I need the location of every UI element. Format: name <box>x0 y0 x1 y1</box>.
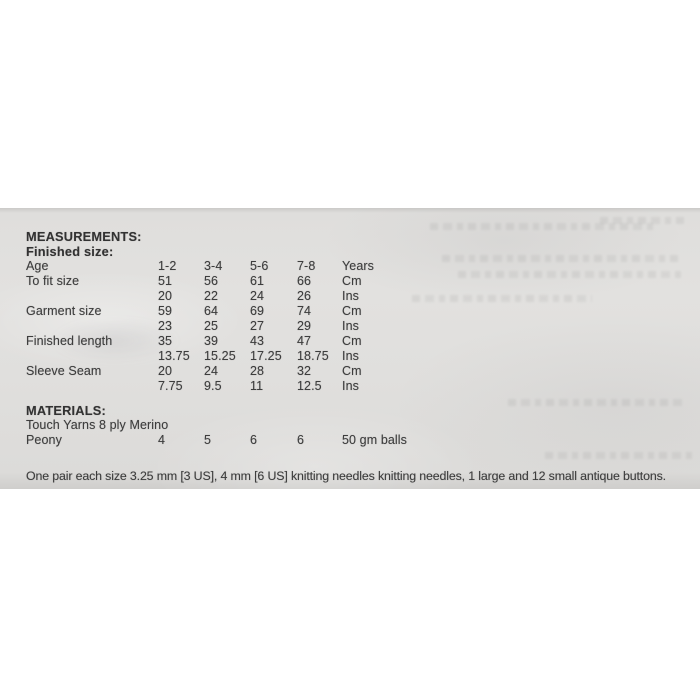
row-label <box>26 289 158 304</box>
unit-label: Cm <box>342 364 362 378</box>
size-value: 56 <box>204 274 219 288</box>
row-label: Peony <box>26 433 62 447</box>
size-value: 13.75 <box>158 349 190 363</box>
size-value: 5-6 <box>250 259 269 273</box>
unit-label: Years <box>342 259 375 273</box>
size-value: 74 <box>297 304 312 318</box>
ball-count: 5 <box>204 433 212 447</box>
row-label: Age <box>26 259 49 273</box>
row-label: To fit size <box>26 274 80 288</box>
size-value: 15.25 <box>204 349 236 363</box>
size-value: 11 <box>250 379 264 393</box>
size-value: 20 <box>158 289 173 303</box>
size-value: 32 <box>297 364 312 378</box>
size-value: 47 <box>297 334 312 348</box>
row-label <box>26 319 158 334</box>
size-value: 7.75 <box>158 379 183 393</box>
size-value: 27 <box>250 319 265 333</box>
unit-label: Ins <box>342 349 359 363</box>
table-row-garment-cm: Garment size 59 64 69 74 Cm <box>26 304 700 319</box>
row-label: Sleeve Seam <box>26 364 102 378</box>
table-row-to-fit-cm: To fit size 51 56 61 66 Cm <box>26 274 700 289</box>
table-row-to-fit-ins: 20 22 24 26 Ins <box>26 289 700 304</box>
unit-label: 50 gm balls <box>342 433 408 447</box>
size-value: 29 <box>297 319 312 333</box>
size-value: 3-4 <box>204 259 223 273</box>
size-value: 1-2 <box>158 259 177 273</box>
row-label <box>26 379 158 394</box>
bleed-through-artifact <box>600 217 685 224</box>
size-value: 18.75 <box>297 349 329 363</box>
row-label <box>26 349 158 364</box>
ball-count: 6 <box>297 433 305 447</box>
table-row-garment-ins: 23 25 27 29 Ins <box>26 319 700 334</box>
materials-heading: MATERIALS: <box>26 403 106 418</box>
unit-label: Cm <box>342 334 362 348</box>
size-value: 26 <box>297 289 312 303</box>
finished-size-subheading: Finished size: <box>26 244 114 259</box>
yarn-name-line: Touch Yarns 8 ply Merino <box>26 418 169 432</box>
table-row-age: Age 1-2 3-4 5-6 7-8 Years <box>26 259 700 274</box>
unit-label: Ins <box>342 289 359 303</box>
size-value: 43 <box>250 334 265 348</box>
size-value: 35 <box>158 334 173 348</box>
scanned-pattern-page: MEASUREMENTS: Finished size: Age 1-2 3-4… <box>0 208 700 489</box>
size-value: 7-8 <box>297 259 316 273</box>
size-value: 25 <box>204 319 219 333</box>
table-row-sleeve-ins: 7.75 9.5 11 12.5 Ins <box>26 379 700 394</box>
size-value: 24 <box>250 289 265 303</box>
size-value: 61 <box>250 274 265 288</box>
ball-count: 4 <box>158 433 166 447</box>
size-value: 28 <box>250 364 265 378</box>
unit-label: Ins <box>342 379 359 393</box>
pattern-text-content: MEASUREMENTS: Finished size: Age 1-2 3-4… <box>26 229 700 484</box>
unit-label: Cm <box>342 274 362 288</box>
size-value: 39 <box>204 334 219 348</box>
size-value: 17.25 <box>250 349 282 363</box>
ball-count: 6 <box>250 433 258 447</box>
size-value: 66 <box>297 274 312 288</box>
size-value: 51 <box>158 274 173 288</box>
size-value: 24 <box>204 364 219 378</box>
measurements-heading: MEASUREMENTS: <box>26 229 142 244</box>
size-value: 23 <box>158 319 173 333</box>
size-value: 64 <box>204 304 219 318</box>
table-row-sleeve-cm: Sleeve Seam 20 24 28 32 Cm <box>26 364 700 379</box>
size-value: 20 <box>158 364 173 378</box>
row-label: Garment size <box>26 304 102 318</box>
size-value: 59 <box>158 304 173 318</box>
needles-note: One pair each size 3.25 mm [3 US], 4 mm … <box>26 469 666 483</box>
size-value: 9.5 <box>204 379 222 393</box>
table-row-length-ins: 13.75 15.25 17.25 18.75 Ins <box>26 349 700 364</box>
table-row-length-cm: Finished length 35 39 43 47 Cm <box>26 334 700 349</box>
unit-label: Ins <box>342 319 359 333</box>
unit-label: Cm <box>342 304 362 318</box>
size-value: 69 <box>250 304 265 318</box>
size-value: 12.5 <box>297 379 322 393</box>
table-row-yarn-quantity: Peony 4 5 6 6 50 gm balls <box>26 433 700 448</box>
size-value: 22 <box>204 289 219 303</box>
row-label: Finished length <box>26 334 113 348</box>
